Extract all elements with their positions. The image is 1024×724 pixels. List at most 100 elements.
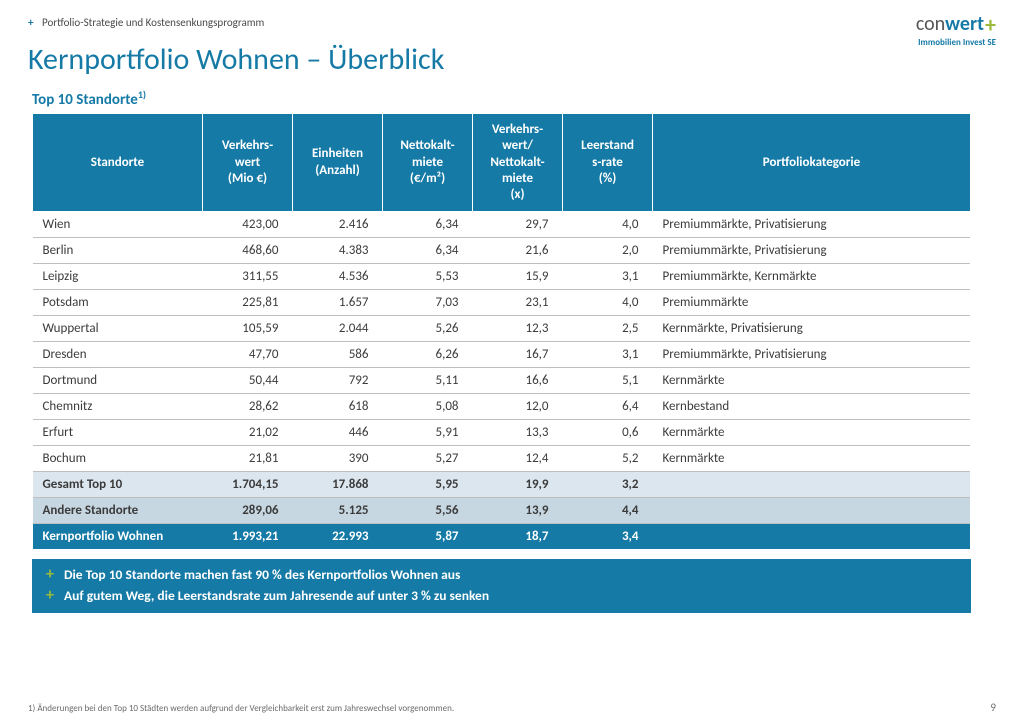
value-cell: 13,3 bbox=[473, 420, 563, 446]
value-cell: 5,1 bbox=[563, 368, 653, 394]
value-cell: 5,27 bbox=[383, 446, 473, 472]
category-cell: Kernmärkte bbox=[653, 446, 971, 472]
value-cell: 5,56 bbox=[383, 498, 473, 524]
location-cell: Dresden bbox=[33, 342, 203, 368]
location-cell: Wien bbox=[33, 212, 203, 238]
value-cell: 423,00 bbox=[203, 212, 293, 238]
value-cell: 3,1 bbox=[563, 264, 653, 290]
location-cell: Andere Standorte bbox=[33, 498, 203, 524]
value-cell: 13,9 bbox=[473, 498, 563, 524]
value-cell: 618 bbox=[293, 394, 383, 420]
table-row: Andere Standorte289,065.1255,5613,94,4 bbox=[33, 498, 971, 524]
category-cell: Premiummärkte bbox=[653, 290, 971, 316]
value-cell: 311,55 bbox=[203, 264, 293, 290]
column-header: Portfoliokategorie bbox=[653, 114, 971, 212]
company-logo: conwert+ Immobilien Invest SE bbox=[916, 14, 996, 47]
breadcrumb-text: Portfolio-Strategie und Kostensenkungspr… bbox=[42, 16, 264, 29]
location-cell: Bochum bbox=[33, 446, 203, 472]
subtitle-sup: 1) bbox=[138, 88, 146, 101]
value-cell: 2.044 bbox=[293, 316, 383, 342]
value-cell: 15,9 bbox=[473, 264, 563, 290]
value-cell: 4.383 bbox=[293, 238, 383, 264]
value-cell: 28,62 bbox=[203, 394, 293, 420]
highlight-box: + Die Top 10 Standorte machen fast 90 % d… bbox=[32, 559, 971, 613]
value-cell: 12,4 bbox=[473, 446, 563, 472]
category-cell: Kernmärkte bbox=[653, 368, 971, 394]
value-cell: 6,34 bbox=[383, 212, 473, 238]
value-cell: 2,5 bbox=[563, 316, 653, 342]
category-cell bbox=[653, 498, 971, 524]
highlight-row: +Die Top 10 Standorte machen fast 90 % d… bbox=[46, 565, 957, 586]
value-cell: 17.868 bbox=[293, 472, 383, 498]
value-cell: 5.125 bbox=[293, 498, 383, 524]
slide: + Portfolio-Strategie und Kostensenkungs… bbox=[0, 0, 1024, 724]
value-cell: 3,4 bbox=[563, 524, 653, 550]
column-header: Leerstands-rate(%) bbox=[563, 114, 653, 212]
value-cell: 4.536 bbox=[293, 264, 383, 290]
value-cell: 2.416 bbox=[293, 212, 383, 238]
value-cell: 21,81 bbox=[203, 446, 293, 472]
value-cell: 5,11 bbox=[383, 368, 473, 394]
highlight-text: Auf gutem Weg, die Leerstandsrate zum Ja… bbox=[64, 586, 489, 606]
table-row: Wien423,002.4166,3429,74,0Premiummärkte,… bbox=[33, 212, 971, 238]
location-cell: Chemnitz bbox=[33, 394, 203, 420]
table-row: Kernportfolio Wohnen1.993,2122.9935,8718… bbox=[33, 524, 971, 550]
category-cell: Kernbestand bbox=[653, 394, 971, 420]
value-cell: 19,9 bbox=[473, 472, 563, 498]
value-cell: 12,3 bbox=[473, 316, 563, 342]
value-cell: 5,08 bbox=[383, 394, 473, 420]
table-row: Gesamt Top 101.704,1517.8685,9519,93,2 bbox=[33, 472, 971, 498]
value-cell: 468,60 bbox=[203, 238, 293, 264]
category-cell bbox=[653, 472, 971, 498]
value-cell: 2,0 bbox=[563, 238, 653, 264]
value-cell: 4,0 bbox=[563, 290, 653, 316]
value-cell: 21,02 bbox=[203, 420, 293, 446]
breadcrumb-plus-icon: + bbox=[28, 16, 33, 29]
value-cell: 289,06 bbox=[203, 498, 293, 524]
value-cell: 5,53 bbox=[383, 264, 473, 290]
category-cell bbox=[653, 524, 971, 550]
table-row: Erfurt21,024465,9113,30,6Kernmärkte bbox=[33, 420, 971, 446]
data-table: StandorteVerkehrs-wert(Mio €)Einheiten(A… bbox=[32, 113, 971, 549]
value-cell: 1.704,15 bbox=[203, 472, 293, 498]
subtitle-text: Top 10 Standorte bbox=[32, 91, 138, 109]
value-cell: 1.993,21 bbox=[203, 524, 293, 550]
value-cell: 7,03 bbox=[383, 290, 473, 316]
value-cell: 3,2 bbox=[563, 472, 653, 498]
value-cell: 16,6 bbox=[473, 368, 563, 394]
value-cell: 23,1 bbox=[473, 290, 563, 316]
category-cell: Premiummärkte, Privatisierung bbox=[653, 342, 971, 368]
table-row: Wuppertal105,592.0445,2612,32,5Kernmärkt… bbox=[33, 316, 971, 342]
value-cell: 105,59 bbox=[203, 316, 293, 342]
value-cell: 50,44 bbox=[203, 368, 293, 394]
location-cell: Leipzig bbox=[33, 264, 203, 290]
value-cell: 12,0 bbox=[473, 394, 563, 420]
value-cell: 22.993 bbox=[293, 524, 383, 550]
value-cell: 6,34 bbox=[383, 238, 473, 264]
table-body: Wien423,002.4166,3429,74,0Premiummärkte,… bbox=[33, 212, 971, 550]
page-number: 9 bbox=[990, 701, 996, 714]
value-cell: 5,91 bbox=[383, 420, 473, 446]
plus-icon: + bbox=[46, 586, 54, 607]
logo-subtitle: Immobilien Invest SE bbox=[916, 38, 996, 47]
table-row: Dresden47,705866,2616,73,1Premiummärkte,… bbox=[33, 342, 971, 368]
value-cell: 21,6 bbox=[473, 238, 563, 264]
value-cell: 3,1 bbox=[563, 342, 653, 368]
value-cell: 586 bbox=[293, 342, 383, 368]
location-cell: Berlin bbox=[33, 238, 203, 264]
value-cell: 5,87 bbox=[383, 524, 473, 550]
value-cell: 5,2 bbox=[563, 446, 653, 472]
highlight-row: + Auf gutem Weg, die Leerstandsrate zum J… bbox=[46, 586, 957, 607]
subtitle: Top 10 Standorte1) bbox=[32, 88, 996, 109]
value-cell: 0,6 bbox=[563, 420, 653, 446]
location-cell: Dortmund bbox=[33, 368, 203, 394]
value-cell: 16,7 bbox=[473, 342, 563, 368]
value-cell: 792 bbox=[293, 368, 383, 394]
value-cell: 446 bbox=[293, 420, 383, 446]
value-cell: 5,26 bbox=[383, 316, 473, 342]
logo-suffix: wert bbox=[945, 12, 984, 36]
column-header: Verkehrs-wert(Mio €) bbox=[203, 114, 293, 212]
location-cell: Potsdam bbox=[33, 290, 203, 316]
value-cell: 390 bbox=[293, 446, 383, 472]
highlight-text: Die Top 10 Standorte machen fast 90 % de… bbox=[64, 565, 460, 585]
